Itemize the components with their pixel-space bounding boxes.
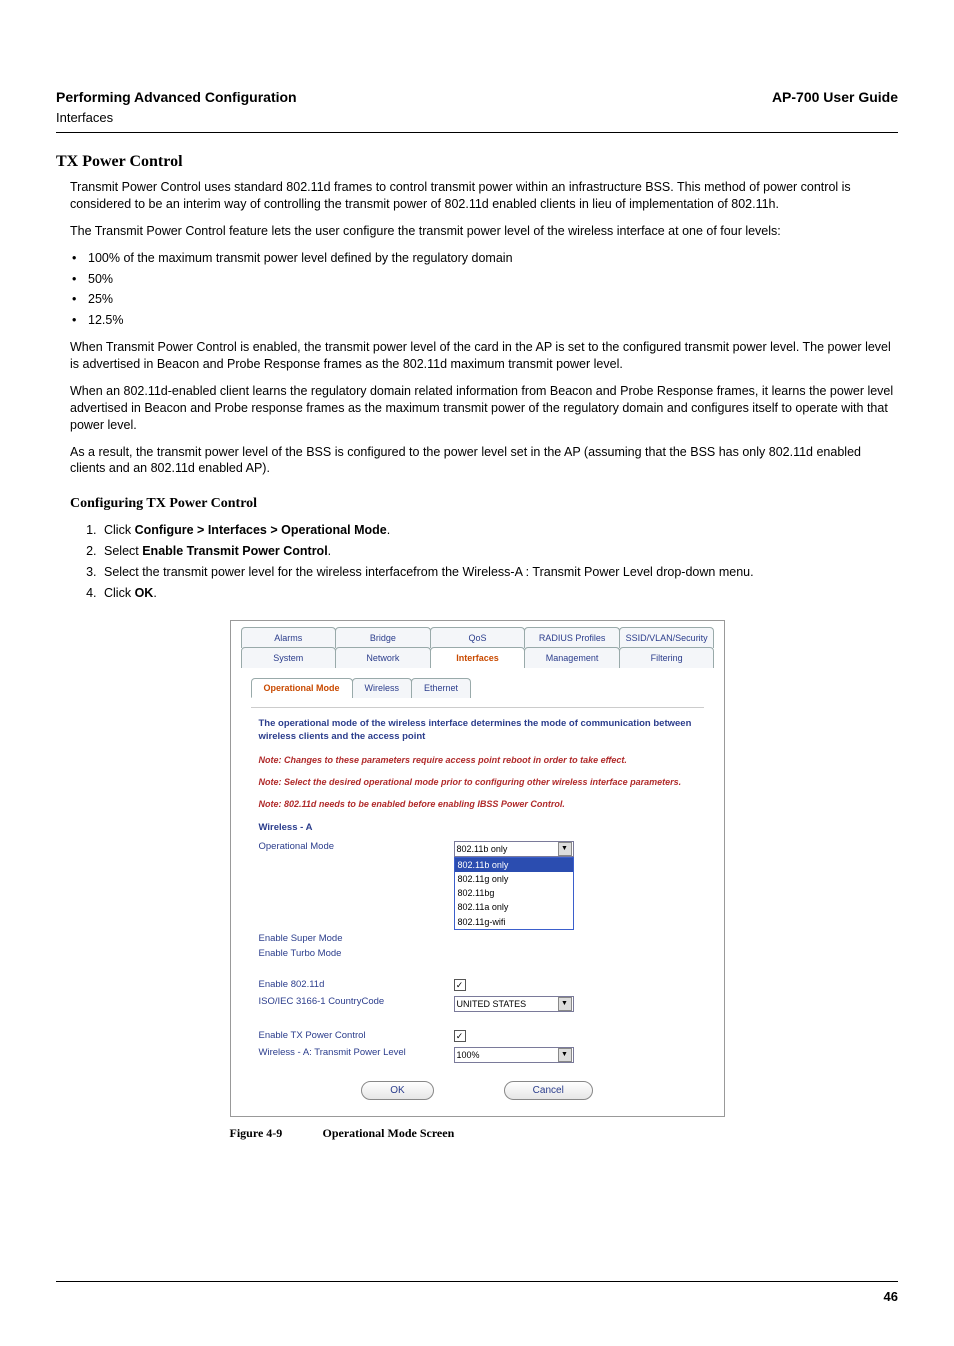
tab-management[interactable]: Management <box>524 647 620 668</box>
chevron-down-icon: ▼ <box>558 997 572 1011</box>
header-rule <box>56 132 898 133</box>
tab-interfaces[interactable]: Interfaces <box>430 647 526 668</box>
tab-qos[interactable]: QoS <box>430 627 526 648</box>
bullet-item: 25% <box>88 291 898 308</box>
subtab-row: Operational Mode Wireless Ethernet <box>251 678 704 698</box>
note-1: Note: Changes to these parameters requir… <box>259 754 696 766</box>
note-3: Note: 802.11d needs to be enabled before… <box>259 798 696 810</box>
tab-filtering[interactable]: Filtering <box>619 647 715 668</box>
step-3: Select the transmit power level for the … <box>100 564 898 581</box>
subtab-operational-mode[interactable]: Operational Mode <box>251 678 353 698</box>
label-super-mode: Enable Super Mode <box>259 933 454 946</box>
wireless-a-heading: Wireless - A <box>259 822 696 835</box>
dropdown-option-selected[interactable]: 802.11b only <box>455 858 573 872</box>
steps-list: Click Configure > Interfaces > Operation… <box>70 522 898 602</box>
step-2: Select Enable Transmit Power Control. <box>100 543 898 560</box>
label-turbo-mode: Enable Turbo Mode <box>259 948 454 961</box>
tab-ssid[interactable]: SSID/VLAN/Security <box>619 627 715 648</box>
bullet-item: 100% of the maximum transmit power level… <box>88 250 898 267</box>
para-3: When Transmit Power Control is enabled, … <box>70 339 898 373</box>
tab-row-1: Alarms Bridge QoS RADIUS Profiles SSID/V… <box>241 627 714 648</box>
step-1: Click Configure > Interfaces > Operation… <box>100 522 898 539</box>
bullet-item: 50% <box>88 271 898 288</box>
step-4: Click OK. <box>100 585 898 602</box>
select-op-mode-value: 802.11b only <box>457 843 508 855</box>
chevron-down-icon: ▼ <box>558 1048 572 1062</box>
figure-number: Figure 4-9 <box>230 1125 320 1141</box>
label-tx-power-level: Wireless - A: Transmit Power Level <box>259 1047 454 1060</box>
checkbox-80211d[interactable]: ✓ <box>454 979 466 991</box>
subtab-ethernet[interactable]: Ethernet <box>411 678 471 698</box>
chevron-down-icon: ▼ <box>558 842 572 856</box>
select-tx-level[interactable]: 100% ▼ <box>454 1047 574 1063</box>
select-country[interactable]: UNITED STATES ▼ <box>454 996 574 1012</box>
select-tx-level-value: 100% <box>457 1049 480 1061</box>
subsection-title: Configuring TX Power Control <box>70 495 898 514</box>
header-guide: AP-700 User Guide <box>772 88 898 107</box>
tab-system[interactable]: System <box>241 647 337 668</box>
tab-alarms[interactable]: Alarms <box>241 627 337 648</box>
subtab-wireless[interactable]: Wireless <box>352 678 413 698</box>
panel-intro: The operational mode of the wireless int… <box>259 718 696 744</box>
footer-rule <box>56 1281 898 1282</box>
select-country-value: UNITED STATES <box>457 998 527 1010</box>
header-subtitle: Interfaces <box>56 109 898 127</box>
label-tx-power-control: Enable TX Power Control <box>259 1030 454 1043</box>
select-op-mode[interactable]: 802.11b only ▼ <box>454 841 574 857</box>
label-op-mode: Operational Mode <box>259 841 454 854</box>
ok-button[interactable]: OK <box>361 1081 433 1101</box>
tab-bridge[interactable]: Bridge <box>335 627 431 648</box>
para-4: When an 802.11d-enabled client learns th… <box>70 383 898 434</box>
checkbox-tx-power[interactable]: ✓ <box>454 1030 466 1042</box>
figure-caption-text: Operational Mode Screen <box>323 1126 455 1140</box>
tab-row-2: System Network Interfaces Management Fil… <box>241 647 714 668</box>
figure-screenshot: Alarms Bridge QoS RADIUS Profiles SSID/V… <box>230 620 725 1118</box>
cancel-button[interactable]: Cancel <box>504 1081 593 1101</box>
para-1: Transmit Power Control uses standard 802… <box>70 179 898 213</box>
bullet-list: 100% of the maximum transmit power level… <box>70 250 898 330</box>
figure-caption: Figure 4-9 Operational Mode Screen <box>230 1125 725 1141</box>
section-title: TX Power Control <box>56 151 898 173</box>
dropdown-option[interactable]: 802.11g-wifi <box>455 915 573 929</box>
header-title: Performing Advanced Configuration <box>56 88 297 107</box>
tab-network[interactable]: Network <box>335 647 431 668</box>
dropdown-option[interactable]: 802.11g only <box>455 872 573 886</box>
dropdown-option[interactable]: 802.11bg <box>455 886 573 900</box>
note-2: Note: Select the desired operational mod… <box>259 776 696 788</box>
bullet-item: 12.5% <box>88 312 898 329</box>
label-enable-80211d: Enable 802.11d <box>259 979 454 992</box>
page-number: 46 <box>56 1288 898 1306</box>
dropdown-op-mode[interactable]: 802.11b only 802.11g only 802.11bg 802.1… <box>454 857 574 930</box>
para-5: As a result, the transmit power level of… <box>70 444 898 478</box>
dropdown-option[interactable]: 802.11a only <box>455 900 573 914</box>
tab-radius[interactable]: RADIUS Profiles <box>524 627 620 648</box>
para-2: The Transmit Power Control feature lets … <box>70 223 898 240</box>
label-country-code: ISO/IEC 3166-1 CountryCode <box>259 996 454 1009</box>
